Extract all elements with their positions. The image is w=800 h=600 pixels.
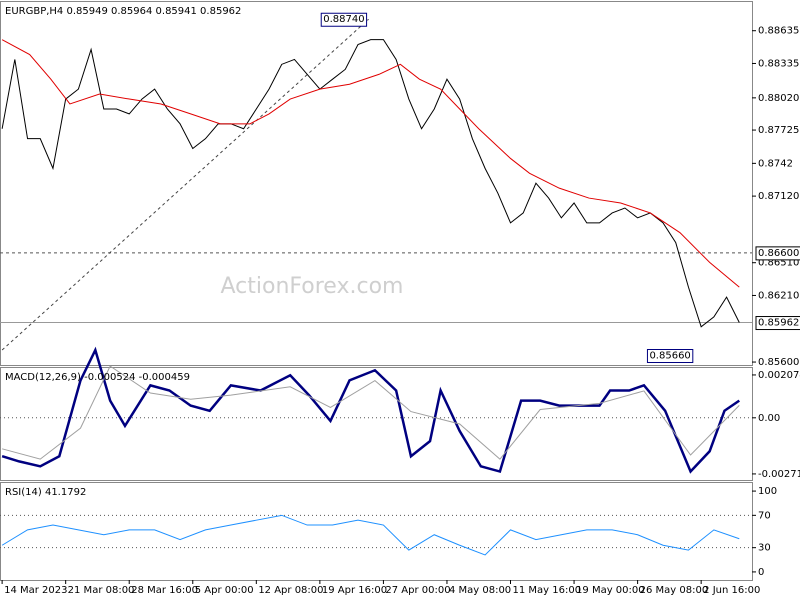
y-tick-label: 0.85600 [758,357,799,368]
panel-frame [0,367,753,481]
panel-frame [0,482,753,581]
annotation-label-box [320,12,368,27]
y-tick-label: 0.87725 [758,125,799,136]
level-label-group: 0.85962 [755,316,800,331]
level-label-box [755,316,800,331]
y-tick-label: 0.88335 [758,58,799,69]
panel-frame [0,1,753,366]
annotation-label-group: 0.85660 [646,349,694,364]
series-line [1,39,740,288]
y-tick-label: 30 [758,543,771,554]
x-tick-label: 11 May 16:00 [513,585,582,596]
series-line [1,365,740,460]
x-tick-label: 27 Apr 00:00 [385,585,450,596]
series-line [1,514,740,556]
y-tick-label: 0.86210 [758,290,799,301]
level-label-box [755,246,800,261]
trend-line [1,18,369,351]
y-tick-label: 100 [758,486,777,497]
panel-title: EURGBP,H4 0.85949 0.85964 0.85941 0.8596… [5,6,241,17]
y-tick-label: 0.002074 [758,370,800,381]
x-tick-label: 12 Apr 08:00 [258,585,323,596]
x-tick-label: 5 Apr 00:00 [195,585,254,596]
annotation-label: 0.85660 [649,351,690,362]
panel-title: RSI(14) 41.1792 [5,487,86,498]
x-tick-label: 28 Mar 16:00 [131,585,198,596]
x-tick-label: 26 May 08:00 [640,585,709,596]
y-tick-label: 0 [758,567,764,578]
x-tick-label: 2 Jun 16:00 [703,585,760,596]
x-tick-label: 19 May 00:00 [576,585,645,596]
annotation-label-box [646,349,694,364]
x-tick-label: 14 Mar 2023 [4,585,67,596]
watermark: ActionForex.com [221,274,404,299]
x-tick-label: 21 Mar 08:00 [68,585,135,596]
series-line [1,346,740,474]
level-label-group: 0.86600 [755,246,800,261]
y-tick-label: 0.87120 [758,191,799,202]
annotation-label-group: 0.88740 [320,12,368,27]
series-line [1,39,740,328]
y-tick-label: 0.00 [758,413,780,424]
annotation-label: 0.88740 [323,14,364,25]
y-tick-label: 0.88635 [758,26,799,37]
panel-title: MACD(12,26,9) -0.000524 -0.000459 [5,372,190,383]
level-label: 0.85962 [758,318,799,329]
y-tick-label: 0.8742 [758,158,793,169]
x-tick-label: 19 Apr 16:00 [322,585,387,596]
level-label: 0.86600 [758,248,799,259]
y-tick-label: -0.002716 [758,469,800,480]
y-tick-label: 0.86510 [758,258,799,269]
x-tick-label: 4 May 08:00 [449,585,511,596]
y-tick-label: 70 [758,510,771,521]
y-tick-label: 0.88020 [758,93,799,104]
